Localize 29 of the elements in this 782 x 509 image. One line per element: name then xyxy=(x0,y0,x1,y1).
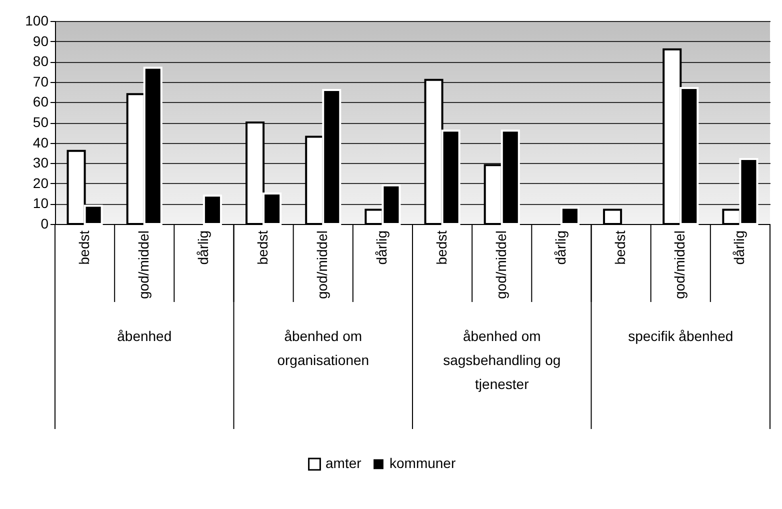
y-tick-label: 70 xyxy=(32,73,49,90)
text: åbenhed om organisationen xyxy=(277,328,370,368)
x-tick-label: dårlig xyxy=(552,230,568,265)
y-tick-label: 80 xyxy=(32,53,49,70)
y-tick-label: 40 xyxy=(32,134,49,150)
x-tick-label: dårlig xyxy=(194,230,211,265)
text: specifik åbenhed xyxy=(628,328,734,344)
x-tick-label: bedst xyxy=(433,230,450,265)
x-tick-label: god/middel xyxy=(492,230,509,299)
y-tick-label: 100 xyxy=(25,12,49,28)
x-tick-label: dårlig xyxy=(731,230,748,265)
x-tick-label: dårlig xyxy=(374,230,390,265)
text: åbenhed xyxy=(117,328,172,344)
x-tick-label: bedst xyxy=(612,230,628,265)
legend-label: amter xyxy=(326,455,362,472)
y-tick-label: 60 xyxy=(32,94,49,110)
x-tick-label: god/middel xyxy=(672,230,688,299)
y-tick-label: 20 xyxy=(32,174,49,191)
x-tick-label: bedst xyxy=(254,230,271,265)
y-tick-label: 90 xyxy=(32,32,49,49)
y-tick-label: 0 xyxy=(40,216,49,232)
legend-label: kommuner xyxy=(390,455,456,472)
text: åbenhed om sagsbehandling og tjenester xyxy=(443,328,561,392)
y-tick-label: 10 xyxy=(32,195,49,212)
x-tick-label: god/middel xyxy=(314,230,330,299)
y-tick-label: 30 xyxy=(32,154,49,171)
y-tick-label: 50 xyxy=(32,114,49,130)
x-tick-label: god/middel xyxy=(135,230,152,299)
x-tick-label: bedst xyxy=(76,230,92,265)
